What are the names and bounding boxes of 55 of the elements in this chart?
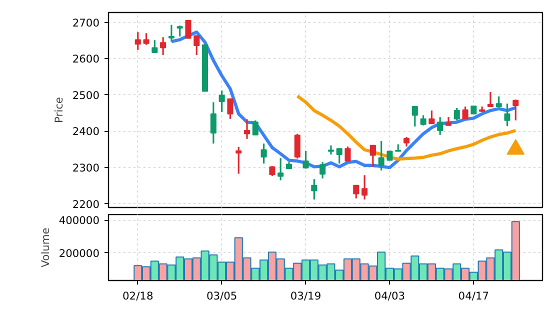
candlestick [403,136,410,148]
candlestick [160,36,166,56]
candlestick [210,101,216,144]
candlestick [236,146,242,175]
candlestick [134,31,141,51]
candlestick [278,157,284,182]
candlestick [269,165,276,177]
x-tick-label: 04/03 [374,290,406,302]
candlestick [194,34,200,56]
candlestick [252,120,258,136]
candlestick [462,106,468,120]
candlestick [227,98,234,120]
y-tick-label: 2700 [72,16,100,30]
candlestick [311,178,318,200]
candlestick [428,110,435,124]
candlestick [218,90,225,113]
candlestick [344,146,351,162]
candlestick [152,39,158,54]
candlestick [512,98,519,122]
candlestick [420,114,426,126]
candlestick [328,144,334,156]
x-tick-label: 03/05 [206,290,238,302]
candlestick [378,140,384,172]
y-tick-label: 2600 [72,52,100,66]
candlestick [320,161,326,180]
candlestick [336,148,342,164]
candlestick [504,102,510,127]
candlestick [302,150,309,170]
candlestick [353,184,360,200]
y-tick-label: 2400 [72,125,100,138]
candlestick [260,142,267,164]
candlestick [437,116,444,136]
line-series [296,94,518,161]
y-tick-label: 400000 [58,214,100,228]
candlestick [244,118,250,140]
x-tick-label: 02/18 [122,290,154,302]
y-tick-label: 2200 [72,198,100,211]
y-tick-label: 2300 [72,162,100,175]
x-tick-label: 04/17 [458,290,490,302]
y-tick-label: 2500 [72,88,100,102]
candlestick [454,107,460,122]
y-axis-title: Volume [38,228,52,268]
candlestick [487,91,494,108]
x-tick-label: 03/19 [290,290,322,302]
candlestick [496,96,502,108]
y-axis-title: Price [52,97,66,123]
candlestick [294,132,300,160]
y-tick-label: 200000 [58,246,100,260]
candlestick [412,106,418,128]
candlestick [176,24,183,38]
candlestick [143,32,150,46]
candlestick [370,144,376,168]
candlestick [185,20,192,39]
candlestick [168,24,174,42]
candlestick [362,174,368,200]
